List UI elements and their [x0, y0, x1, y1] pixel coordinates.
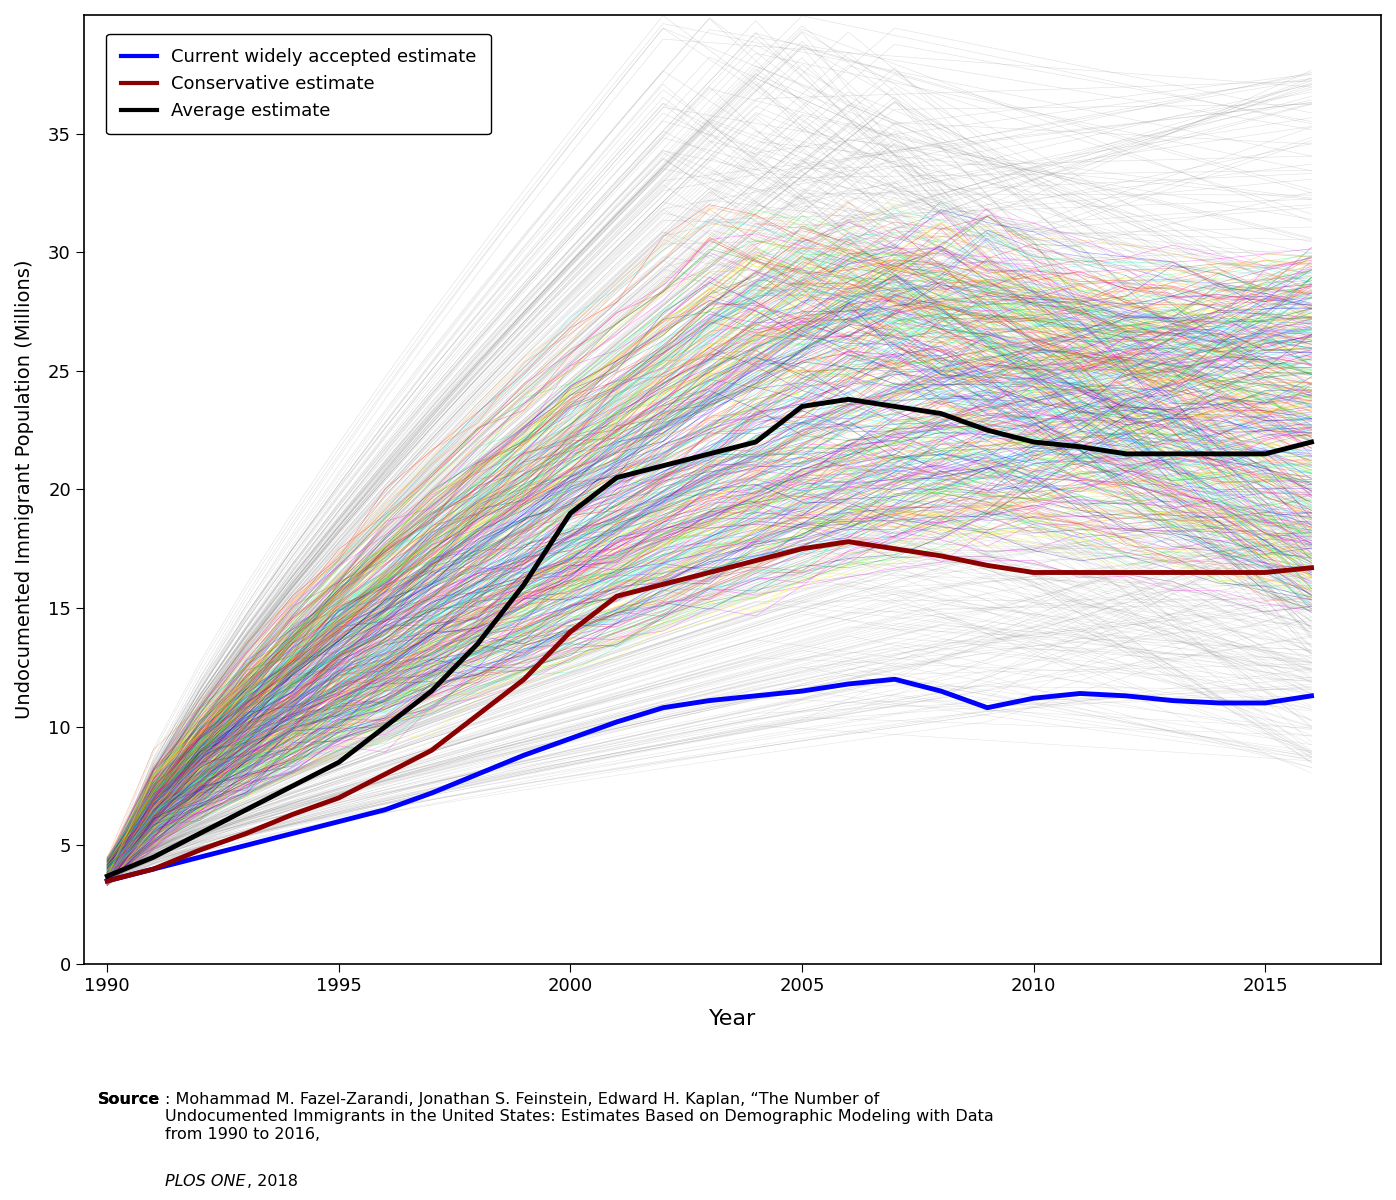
- Current widely accepted estimate: [99, 874, 116, 888]
- Average estimate: [469, 636, 486, 650]
- Conservative estimate: [563, 624, 579, 638]
- Average estimate: [99, 869, 116, 883]
- Legend: Current widely accepted estimate, Conservative estimate, Average estimate: Current widely accepted estimate, Conser…: [106, 34, 491, 134]
- Conservative estimate: [377, 767, 394, 781]
- Average estimate: [701, 446, 718, 461]
- Conservative estimate: [469, 708, 486, 722]
- Line: Current widely accepted estimate: Current widely accepted estimate: [107, 679, 1311, 881]
- Current widely accepted estimate: [747, 689, 764, 703]
- Y-axis label: Undocumented Immigrant Population (Millions): Undocumented Immigrant Population (Milli…: [15, 259, 34, 719]
- Current widely accepted estimate: [377, 803, 394, 817]
- Conservative estimate: [1025, 565, 1041, 580]
- Conservative estimate: [331, 791, 348, 805]
- Conservative estimate: [655, 577, 671, 592]
- Current widely accepted estimate: [701, 694, 718, 708]
- Average estimate: [1164, 446, 1181, 461]
- Average estimate: [1302, 434, 1319, 449]
- Conservative estimate: [423, 743, 440, 757]
- Line: Conservative estimate: Conservative estimate: [107, 541, 1311, 881]
- Conservative estimate: [1164, 565, 1181, 580]
- Conservative estimate: [1210, 565, 1227, 580]
- Current widely accepted estimate: [469, 767, 486, 781]
- Average estimate: [840, 392, 857, 407]
- Conservative estimate: [747, 553, 764, 568]
- Current widely accepted estimate: [1302, 689, 1319, 703]
- Average estimate: [331, 755, 348, 769]
- Conservative estimate: [285, 808, 302, 822]
- Conservative estimate: [609, 589, 625, 604]
- Conservative estimate: [840, 534, 857, 548]
- Average estimate: [609, 470, 625, 485]
- Average estimate: [1256, 446, 1273, 461]
- Conservative estimate: [1118, 565, 1135, 580]
- Current widely accepted estimate: [1256, 696, 1273, 710]
- Text: PLOS ONE: PLOS ONE: [165, 1174, 246, 1188]
- Text: : Mohammad M. Fazel-Zarandi, Jonathan S. Feinstein, Edward H. Kaplan, “The Numbe: : Mohammad M. Fazel-Zarandi, Jonathan S.…: [165, 1092, 994, 1142]
- Average estimate: [1210, 446, 1227, 461]
- Conservative estimate: [237, 827, 254, 841]
- Average estimate: [1118, 446, 1135, 461]
- Average estimate: [794, 400, 811, 414]
- Current widely accepted estimate: [794, 684, 811, 698]
- Conservative estimate: [515, 672, 532, 686]
- Current widely accepted estimate: [1210, 696, 1227, 710]
- Average estimate: [237, 803, 254, 817]
- Current widely accepted estimate: [145, 862, 162, 876]
- Current widely accepted estimate: [191, 850, 208, 864]
- Conservative estimate: [1072, 565, 1089, 580]
- Average estimate: [1072, 439, 1089, 454]
- Current widely accepted estimate: [840, 677, 857, 691]
- Average estimate: [515, 577, 532, 592]
- Current widely accepted estimate: [886, 672, 903, 686]
- Text: , 2018: , 2018: [247, 1174, 299, 1188]
- Conservative estimate: [701, 565, 718, 580]
- Current widely accepted estimate: [423, 786, 440, 800]
- Current widely accepted estimate: [1118, 689, 1135, 703]
- Average estimate: [979, 422, 995, 437]
- Current widely accepted estimate: [237, 838, 254, 852]
- Average estimate: [1025, 434, 1041, 449]
- Conservative estimate: [1256, 565, 1273, 580]
- Current widely accepted estimate: [285, 827, 302, 841]
- X-axis label: Year: Year: [709, 1009, 757, 1028]
- Conservative estimate: [886, 541, 903, 556]
- Conservative estimate: [145, 862, 162, 876]
- Current widely accepted estimate: [1025, 691, 1041, 706]
- Average estimate: [886, 400, 903, 414]
- Current widely accepted estimate: [609, 715, 625, 730]
- Text: Source: Source: [98, 1092, 161, 1106]
- Current widely accepted estimate: [563, 731, 579, 745]
- Current widely accepted estimate: [515, 748, 532, 762]
- Average estimate: [933, 407, 949, 421]
- Average estimate: [145, 850, 162, 864]
- Text: Source: Source: [98, 1092, 161, 1106]
- Conservative estimate: [1302, 560, 1319, 575]
- Average estimate: [747, 434, 764, 449]
- Current widely accepted estimate: [933, 684, 949, 698]
- Conservative estimate: [794, 541, 811, 556]
- Current widely accepted estimate: [331, 815, 348, 829]
- Average estimate: [191, 827, 208, 841]
- Average estimate: [563, 506, 579, 521]
- Current widely accepted estimate: [979, 701, 995, 715]
- Average estimate: [423, 684, 440, 698]
- Current widely accepted estimate: [1072, 686, 1089, 701]
- Current widely accepted estimate: [655, 701, 671, 715]
- Conservative estimate: [191, 842, 208, 857]
- Conservative estimate: [979, 558, 995, 572]
- Line: Average estimate: Average estimate: [107, 400, 1311, 876]
- Average estimate: [285, 779, 302, 793]
- Average estimate: [377, 720, 394, 734]
- Average estimate: [655, 458, 671, 473]
- Conservative estimate: [933, 548, 949, 563]
- Conservative estimate: [99, 874, 116, 888]
- Current widely accepted estimate: [1164, 694, 1181, 708]
